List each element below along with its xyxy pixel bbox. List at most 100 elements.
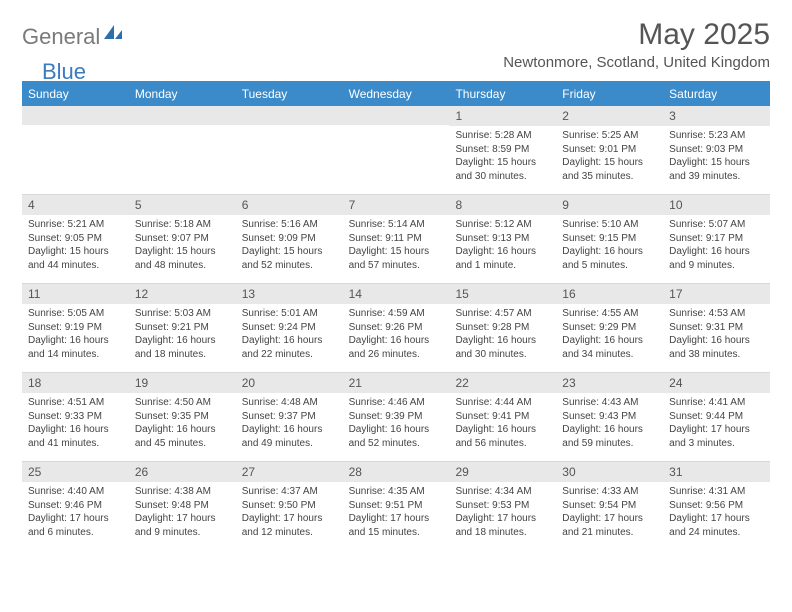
day-number: 7 — [343, 195, 450, 215]
daylight-text: Daylight: 16 hours and 56 minutes. — [455, 423, 550, 450]
sunrise-text: Sunrise: 4:34 AM — [455, 485, 550, 499]
sunset-text: Sunset: 9:13 PM — [455, 232, 550, 246]
day-cell: 20Sunrise: 4:48 AMSunset: 9:37 PMDayligh… — [236, 373, 343, 461]
daylight-text: Daylight: 16 hours and 9 minutes. — [669, 245, 764, 272]
day-details: Sunrise: 4:48 AMSunset: 9:37 PMDaylight:… — [236, 393, 343, 455]
sunset-text: Sunset: 8:59 PM — [455, 143, 550, 157]
day-details — [236, 125, 343, 185]
daylight-text: Daylight: 17 hours and 24 minutes. — [669, 512, 764, 539]
day-cell — [22, 106, 129, 194]
sunrise-text: Sunrise: 4:57 AM — [455, 307, 550, 321]
day-cell: 12Sunrise: 5:03 AMSunset: 9:21 PMDayligh… — [129, 284, 236, 372]
logo-text-general: General — [22, 24, 100, 50]
daylight-text: Daylight: 15 hours and 48 minutes. — [135, 245, 230, 272]
logo-text-blue: Blue — [42, 59, 86, 85]
day-cell: 27Sunrise: 4:37 AMSunset: 9:50 PMDayligh… — [236, 462, 343, 550]
day-details: Sunrise: 5:03 AMSunset: 9:21 PMDaylight:… — [129, 304, 236, 366]
sunset-text: Sunset: 9:26 PM — [349, 321, 444, 335]
daylight-text: Daylight: 16 hours and 1 minute. — [455, 245, 550, 272]
day-number: 14 — [343, 284, 450, 304]
daylight-text: Daylight: 17 hours and 15 minutes. — [349, 512, 444, 539]
day-number: 5 — [129, 195, 236, 215]
day-details: Sunrise: 5:18 AMSunset: 9:07 PMDaylight:… — [129, 215, 236, 277]
sunrise-text: Sunrise: 4:35 AM — [349, 485, 444, 499]
day-cell: 30Sunrise: 4:33 AMSunset: 9:54 PMDayligh… — [556, 462, 663, 550]
day-cell: 14Sunrise: 4:59 AMSunset: 9:26 PMDayligh… — [343, 284, 450, 372]
sunset-text: Sunset: 9:56 PM — [669, 499, 764, 513]
day-header-thu: Thursday — [449, 82, 556, 106]
daylight-text: Daylight: 16 hours and 45 minutes. — [135, 423, 230, 450]
sunset-text: Sunset: 9:03 PM — [669, 143, 764, 157]
sunset-text: Sunset: 9:17 PM — [669, 232, 764, 246]
sunrise-text: Sunrise: 5:07 AM — [669, 218, 764, 232]
month-title: May 2025 — [503, 18, 770, 52]
daylight-text: Daylight: 15 hours and 30 minutes. — [455, 156, 550, 183]
day-cell: 8Sunrise: 5:12 AMSunset: 9:13 PMDaylight… — [449, 195, 556, 283]
daylight-text: Daylight: 16 hours and 38 minutes. — [669, 334, 764, 361]
sunset-text: Sunset: 9:50 PM — [242, 499, 337, 513]
day-details: Sunrise: 4:33 AMSunset: 9:54 PMDaylight:… — [556, 482, 663, 544]
title-block: May 2025 Newtonmore, Scotland, United Ki… — [503, 18, 770, 71]
day-details: Sunrise: 4:59 AMSunset: 9:26 PMDaylight:… — [343, 304, 450, 366]
day-number: 16 — [556, 284, 663, 304]
daylight-text: Daylight: 16 hours and 5 minutes. — [562, 245, 657, 272]
day-number: 26 — [129, 462, 236, 482]
sunset-text: Sunset: 9:53 PM — [455, 499, 550, 513]
sunset-text: Sunset: 9:35 PM — [135, 410, 230, 424]
sunrise-text: Sunrise: 5:12 AM — [455, 218, 550, 232]
daylight-text: Daylight: 16 hours and 26 minutes. — [349, 334, 444, 361]
daylight-text: Daylight: 17 hours and 9 minutes. — [135, 512, 230, 539]
sunrise-text: Sunrise: 5:28 AM — [455, 129, 550, 143]
day-cell: 16Sunrise: 4:55 AMSunset: 9:29 PMDayligh… — [556, 284, 663, 372]
week-row: 18Sunrise: 4:51 AMSunset: 9:33 PMDayligh… — [22, 372, 770, 461]
day-details: Sunrise: 5:25 AMSunset: 9:01 PMDaylight:… — [556, 126, 663, 188]
day-number — [343, 106, 450, 125]
sunset-text: Sunset: 9:44 PM — [669, 410, 764, 424]
day-details: Sunrise: 4:43 AMSunset: 9:43 PMDaylight:… — [556, 393, 663, 455]
sunset-text: Sunset: 9:43 PM — [562, 410, 657, 424]
day-details: Sunrise: 5:12 AMSunset: 9:13 PMDaylight:… — [449, 215, 556, 277]
sunrise-text: Sunrise: 4:38 AM — [135, 485, 230, 499]
day-number: 10 — [663, 195, 770, 215]
sunset-text: Sunset: 9:29 PM — [562, 321, 657, 335]
sunrise-text: Sunrise: 4:48 AM — [242, 396, 337, 410]
day-details: Sunrise: 4:37 AMSunset: 9:50 PMDaylight:… — [236, 482, 343, 544]
sunset-text: Sunset: 9:37 PM — [242, 410, 337, 424]
day-number — [129, 106, 236, 125]
location-subtitle: Newtonmore, Scotland, United Kingdom — [503, 54, 770, 71]
sunrise-text: Sunrise: 4:50 AM — [135, 396, 230, 410]
sunrise-text: Sunrise: 5:25 AM — [562, 129, 657, 143]
day-number: 19 — [129, 373, 236, 393]
sunrise-text: Sunrise: 5:03 AM — [135, 307, 230, 321]
week-row: 11Sunrise: 5:05 AMSunset: 9:19 PMDayligh… — [22, 283, 770, 372]
day-number: 17 — [663, 284, 770, 304]
day-details: Sunrise: 4:46 AMSunset: 9:39 PMDaylight:… — [343, 393, 450, 455]
sunset-text: Sunset: 9:31 PM — [669, 321, 764, 335]
day-number: 20 — [236, 373, 343, 393]
day-details: Sunrise: 4:57 AMSunset: 9:28 PMDaylight:… — [449, 304, 556, 366]
day-details: Sunrise: 4:34 AMSunset: 9:53 PMDaylight:… — [449, 482, 556, 544]
daylight-text: Daylight: 16 hours and 59 minutes. — [562, 423, 657, 450]
sunrise-text: Sunrise: 5:01 AM — [242, 307, 337, 321]
day-details — [343, 125, 450, 185]
day-cell: 15Sunrise: 4:57 AMSunset: 9:28 PMDayligh… — [449, 284, 556, 372]
sunrise-text: Sunrise: 4:59 AM — [349, 307, 444, 321]
day-details: Sunrise: 5:16 AMSunset: 9:09 PMDaylight:… — [236, 215, 343, 277]
day-cell: 10 Sunrise: 5:07 AMSunset: 9:17 PMDayligh… — [663, 195, 770, 283]
daylight-text: Daylight: 16 hours and 41 minutes. — [28, 423, 123, 450]
sunset-text: Sunset: 9:39 PM — [349, 410, 444, 424]
day-cell: 1Sunrise: 5:28 AMSunset: 8:59 PMDaylight… — [449, 106, 556, 194]
sunset-text: Sunset: 9:33 PM — [28, 410, 123, 424]
day-cell: 21Sunrise: 4:46 AMSunset: 9:39 PMDayligh… — [343, 373, 450, 461]
sunrise-text: Sunrise: 4:51 AM — [28, 396, 123, 410]
sunset-text: Sunset: 9:21 PM — [135, 321, 230, 335]
calendar-page: General May 2025 Newtonmore, Scotland, U… — [0, 0, 792, 550]
sunrise-text: Sunrise: 5:18 AM — [135, 218, 230, 232]
day-details: Sunrise: 5:23 AMSunset: 9:03 PMDaylight:… — [663, 126, 770, 188]
day-number: 9 — [556, 195, 663, 215]
sunrise-text: Sunrise: 5:23 AM — [669, 129, 764, 143]
sunrise-text: Sunrise: 4:44 AM — [455, 396, 550, 410]
day-cell: 2Sunrise: 5:25 AMSunset: 9:01 PMDaylight… — [556, 106, 663, 194]
day-cell: 5Sunrise: 5:18 AMSunset: 9:07 PMDaylight… — [129, 195, 236, 283]
day-cell: 3Sunrise: 5:23 AMSunset: 9:03 PMDaylight… — [663, 106, 770, 194]
